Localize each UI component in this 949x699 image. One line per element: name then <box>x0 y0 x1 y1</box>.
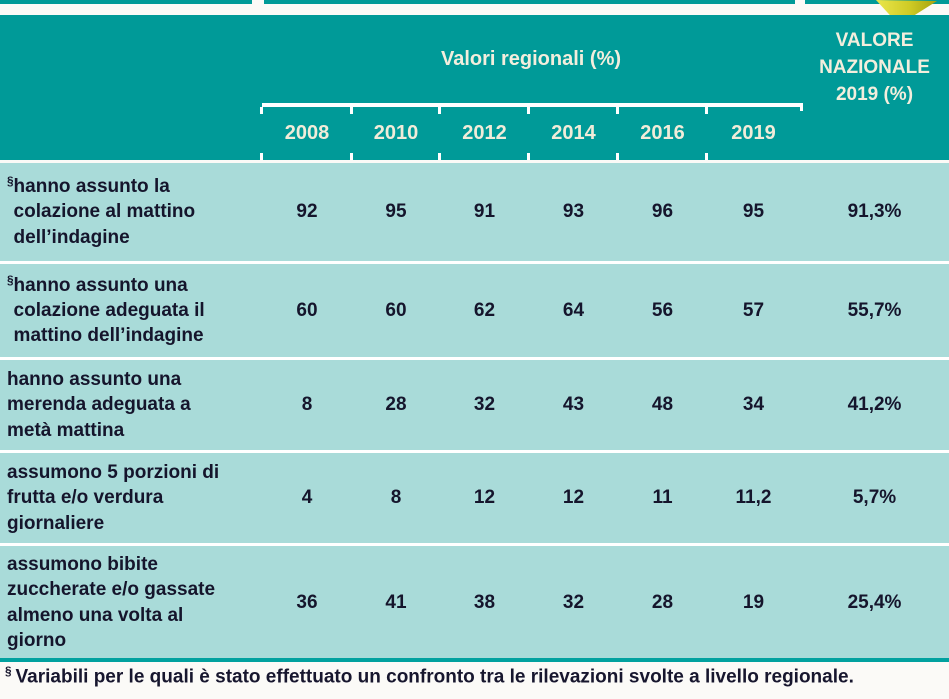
national-value-cell: 55,7% <box>847 299 902 321</box>
value-cell: 92 <box>296 201 318 222</box>
value-cell: 12 <box>473 487 496 508</box>
top-teal-strip <box>0 0 949 4</box>
footnote-marker: § <box>7 273 14 287</box>
national-value-header: VALORE NAZIONALE 2019 (%) <box>800 15 949 160</box>
value-cell: 28 <box>385 394 407 415</box>
table-row: §hanno assunto la colazione al mattino d… <box>0 163 949 261</box>
bottom-teal-rule <box>0 658 949 662</box>
value-cell: 19 <box>742 591 765 613</box>
yellow-down-arrow-icon <box>875 0 939 26</box>
footnote-marker: § <box>7 175 14 189</box>
value-cell: 95 <box>742 201 765 222</box>
table-row: assumono 5 porzioni di frutta e/o verdur… <box>0 453 949 543</box>
header-empty-cell <box>0 15 262 160</box>
value-cell: 41 <box>385 591 407 613</box>
value-cell: 95 <box>385 201 407 222</box>
value-cell: 93 <box>562 201 585 222</box>
year-header-2016: 2016 <box>616 107 707 160</box>
strip-gap <box>795 0 805 4</box>
national-value-cell: 91,3% <box>847 201 902 222</box>
row-label: §hanno assunto una colazione adeguata il… <box>0 267 262 355</box>
value-cell: 60 <box>385 299 407 321</box>
value-cell: 64 <box>562 299 585 321</box>
national-value-cell: 41,2% <box>847 394 902 415</box>
table-row: §hanno assunto una colazione adeguata il… <box>0 264 949 357</box>
value-cell: 60 <box>296 299 318 321</box>
value-cell: 32 <box>473 394 496 415</box>
table-row: assumono bibite zuccherate e/o gassate a… <box>0 546 949 660</box>
footnote-marker: § <box>5 665 12 678</box>
value-cell: 62 <box>473 299 496 321</box>
value-cell: 11 <box>652 487 673 508</box>
year-header-2019: 2019 <box>705 107 800 160</box>
row-label-text: hanno assunto una colazione adeguata il … <box>13 274 205 347</box>
value-cell: 57 <box>742 299 765 321</box>
table-header: Valori regionali (%) VALORE NAZIONALE 20… <box>0 15 949 160</box>
year-header-2012: 2012 <box>438 107 529 160</box>
national-value-cell: 5,7% <box>852 487 897 508</box>
value-cell: 91 <box>473 201 496 222</box>
value-cell: 43 <box>562 394 585 415</box>
regional-values-header: Valori regionali (%) <box>262 15 800 107</box>
row-label-text: assumono 5 porzioni di frutta e/o verdur… <box>7 462 220 534</box>
value-cell: 38 <box>473 591 496 613</box>
row-label: §hanno assunto la colazione al mattino d… <box>0 168 262 256</box>
value-cell: 11,2 <box>735 487 772 508</box>
value-cell: 96 <box>651 201 674 222</box>
value-cell: 48 <box>651 394 674 415</box>
value-cell: 32 <box>562 591 585 613</box>
value-cell: 36 <box>296 591 318 613</box>
value-cell: 28 <box>651 591 674 613</box>
row-label-text: hanno assunto una merenda adeguata a met… <box>7 369 191 441</box>
row-label-text: hanno assunto la colazione al mattino de… <box>13 176 196 248</box>
national-value-header-text: VALORE NAZIONALE 2019 (%) <box>819 30 930 105</box>
row-label: assumono bibite zuccherate e/o gassate a… <box>0 546 262 659</box>
table-row: hanno assunto una merenda adeguata a met… <box>0 360 949 450</box>
row-label-text: assumono bibite zuccherate e/o gassate a… <box>7 554 216 651</box>
table-body: §hanno assunto la colazione al mattino d… <box>0 163 949 660</box>
row-label: hanno assunto una merenda adeguata a met… <box>0 361 262 449</box>
national-value-cell: 25,4% <box>847 591 902 613</box>
year-header-2014: 2014 <box>527 107 618 160</box>
value-cell: 34 <box>742 394 765 415</box>
year-header-2008: 2008 <box>260 107 352 160</box>
strip-gap <box>252 0 264 4</box>
value-cell: 8 <box>390 487 402 508</box>
value-cell: 4 <box>301 487 313 508</box>
value-cell: 8 <box>301 394 313 415</box>
value-cell: 12 <box>562 487 585 508</box>
footnote-text: Variabili per le quali è stato effettuat… <box>15 666 854 688</box>
value-cell: 56 <box>651 299 674 321</box>
table-footnote: § Variabili per le quali è stato effettua… <box>5 665 945 688</box>
row-label: assumono 5 porzioni di frutta e/o verdur… <box>0 454 262 542</box>
year-header-2010: 2010 <box>350 107 440 160</box>
